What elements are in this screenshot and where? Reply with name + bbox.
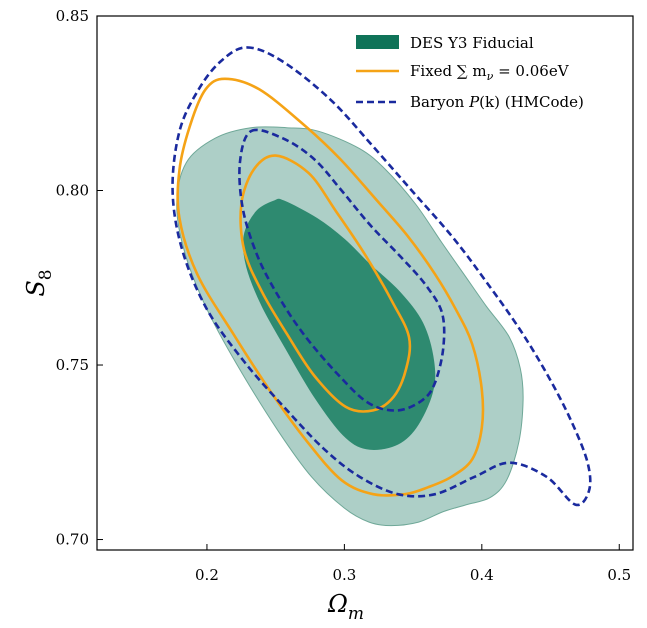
plot-frame	[96, 15, 634, 551]
y-tick-label: 0.85	[56, 7, 89, 25]
x-axis-label: Ωm	[327, 590, 364, 624]
y-tick-label: 0.70	[56, 531, 89, 549]
contour-fixed-mnu-95	[176, 77, 485, 497]
contour-baryon-95	[171, 46, 592, 507]
legend-label-fiducial: DES Y3 Fiducial	[410, 34, 534, 52]
legend-label-baryon: Baryon P(k) (HMCode)	[410, 93, 584, 111]
contour-fixed-mnu-68	[239, 154, 412, 413]
legend-swatch-fiducial	[356, 35, 399, 49]
legend: DES Y3 Fiducial Fixed ∑ mν = 0.06eV Bary…	[356, 34, 584, 111]
x-axis-label-subscript: m	[348, 604, 364, 624]
y-axis-label: S8	[22, 269, 56, 296]
y-axis-label-subscript: 8	[36, 269, 56, 280]
x-tick-label: 0.2	[195, 566, 219, 584]
y-tick-label: 0.80	[56, 182, 89, 200]
legend-label-fixed-mnu: Fixed ∑ mν = 0.06eV	[410, 62, 570, 83]
y-tick-label: 0.75	[56, 356, 89, 374]
series-fixed-mnu	[176, 77, 485, 497]
x-tick-label: 0.3	[332, 566, 356, 584]
plot-area	[171, 46, 592, 527]
series-baryon	[171, 46, 592, 507]
x-tick-label: 0.4	[470, 566, 494, 584]
x-tick-label: 0.5	[607, 566, 631, 584]
contour-baryon-68	[238, 128, 446, 412]
axis-ticks: 0.2 0.3 0.4 0.5 0.70 0.75 0.80 0.85	[56, 7, 632, 584]
